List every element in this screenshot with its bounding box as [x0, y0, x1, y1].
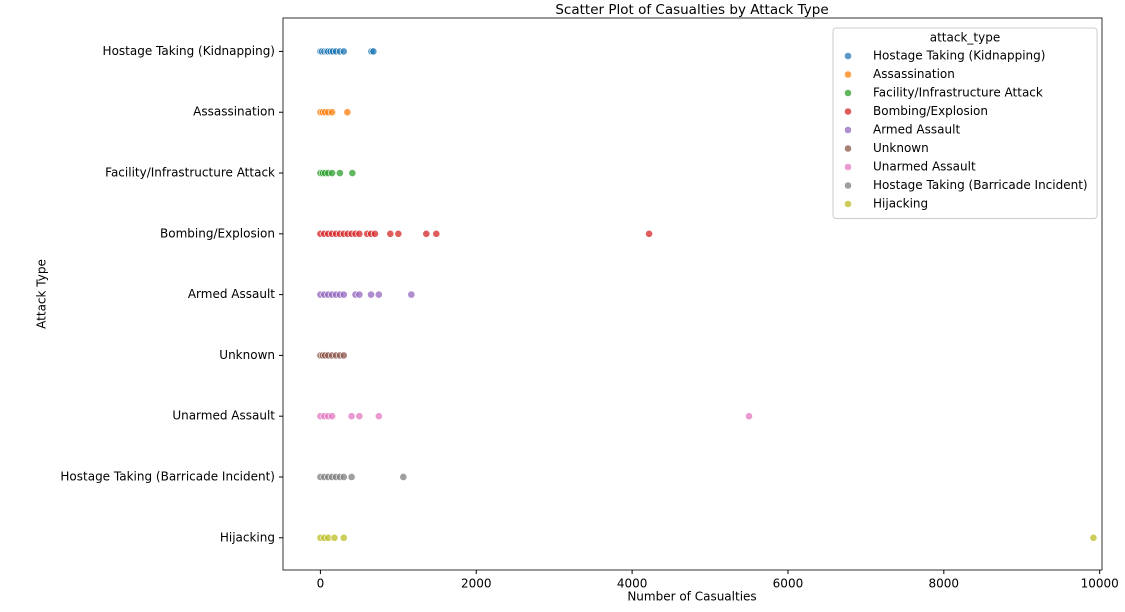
scatter-point [422, 229, 431, 238]
scatter-point [347, 473, 356, 481]
y-tick-label: Assassination [193, 105, 275, 119]
scatter-point [369, 47, 378, 56]
scatter-point [348, 169, 357, 177]
y-tick-label: Unarmed Assault [172, 409, 275, 423]
scatter-point [355, 412, 364, 421]
x-tick-label: 6000 [773, 577, 804, 591]
legend-box [832, 27, 1098, 219]
legend-marker [844, 70, 852, 79]
scatter-point [355, 229, 364, 238]
legend-marker [844, 89, 852, 97]
scatter-point [335, 169, 344, 177]
scatter-point [339, 351, 348, 360]
scatter-point [745, 412, 753, 421]
legend-label: Armed Assault [873, 123, 960, 137]
scatter-point [394, 229, 403, 238]
scatter-point [339, 533, 348, 542]
legend-marker [844, 181, 852, 190]
chart-title: Scatter Plot of Casualties by Attack Typ… [555, 2, 828, 18]
legend-marker [844, 144, 852, 153]
legend-marker [844, 200, 852, 208]
x-axis-label: Number of Casualties [627, 590, 756, 604]
legend-label: Facility/Infrastructure Attack [873, 86, 1043, 100]
scatter-point [1089, 533, 1098, 542]
x-tick-label: 8000 [929, 577, 960, 591]
plot-frame [282, 17, 1103, 571]
scatter-point [339, 47, 348, 56]
y-tick-label: Hijacking [220, 530, 275, 544]
y-tick-label: Hostage Taking (Barricade Incident) [60, 469, 275, 483]
legend-marker [844, 52, 852, 60]
scatter-point [645, 229, 653, 238]
legend-label: Unarmed Assault [873, 160, 976, 174]
scatter-point [386, 229, 395, 238]
scatter-point [432, 229, 441, 238]
scatter-point [367, 290, 375, 299]
scatter-point [407, 290, 416, 299]
y-tick-label: Facility/Infrastructure Attack [105, 166, 275, 180]
scatter-point [371, 229, 379, 238]
scatter-point [328, 169, 336, 177]
x-tick-label: 0 [317, 577, 325, 591]
legend-title: attack_type [930, 31, 1000, 45]
y-tick-label: Unknown [219, 348, 275, 362]
scatter-point [374, 412, 383, 421]
y-tick-label: Armed Assault [188, 287, 275, 301]
scatter-point [343, 108, 352, 117]
legend-label: Bombing/Explosion [873, 104, 988, 118]
legend-label: Hostage Taking (Barricade Incident) [873, 178, 1088, 192]
x-tick-label: 2000 [461, 577, 492, 591]
scatter-point [339, 473, 348, 481]
legend-marker [844, 126, 852, 134]
scatter-point [355, 290, 364, 299]
scatter-point [339, 290, 348, 299]
scatter-point [374, 290, 383, 299]
y-tick-label: Hostage Taking (Kidnapping) [103, 44, 275, 58]
x-tick-label: 4000 [617, 577, 648, 591]
legend-label: Hostage Taking (Kidnapping) [873, 49, 1045, 63]
y-tick-label: Bombing/Explosion [160, 226, 275, 240]
legend-label: Hijacking [873, 197, 928, 211]
x-tick-label: 10000 [1081, 577, 1119, 591]
scatter-point [328, 412, 336, 421]
legend-label: Assassination [873, 67, 955, 81]
scatter-point [399, 473, 408, 481]
legend-marker [844, 163, 852, 171]
legend-marker [844, 107, 852, 116]
legend-label: Unknown [873, 141, 929, 155]
scatter-point [330, 533, 339, 542]
scatter-point [347, 412, 356, 421]
scatter-point [328, 108, 336, 117]
y-axis-label: Attack Type [35, 259, 49, 329]
